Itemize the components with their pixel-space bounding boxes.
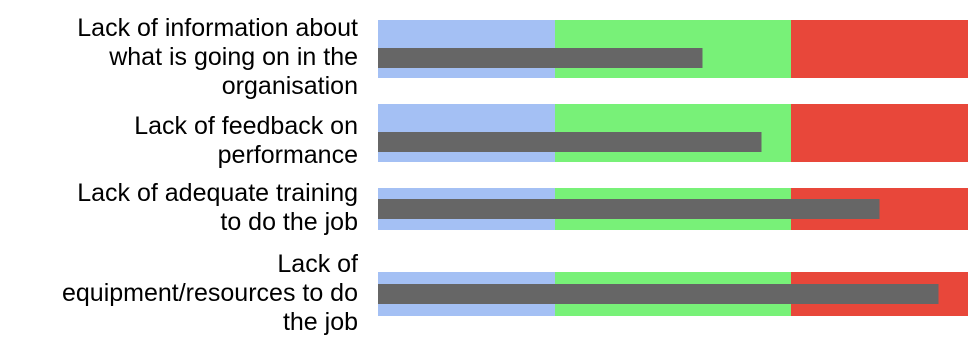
band-1-3 [791,20,968,78]
bar-3 [378,199,880,219]
category-label-1: Lack of information about what is going o… [0,14,358,101]
category-label-line: Lack of information about [77,13,358,42]
bar-4 [378,284,939,304]
bar-layer [378,48,939,304]
category-label-line: equipment/resources to do [61,278,358,307]
bar-1 [378,48,703,68]
category-label-4: Lack of equipment/resources to do the job [0,250,358,337]
category-label-line: Lack of feedback on [134,112,358,140]
category-label-line: organisation [221,71,358,100]
category-label-line: the job [282,307,358,336]
category-label-line: Lack of [277,249,358,278]
band-2-3 [791,104,968,162]
category-label-3: Lack of adequate training to do the job [0,179,358,237]
category-label-2: Lack of feedback on performance [0,112,358,170]
category-label-line: Lack of adequate training [77,179,358,207]
category-label-line: performance [217,141,358,169]
category-label-line: to do the job [220,208,358,236]
bar-2 [378,132,762,152]
category-label-line: what is going on in the [109,42,358,71]
